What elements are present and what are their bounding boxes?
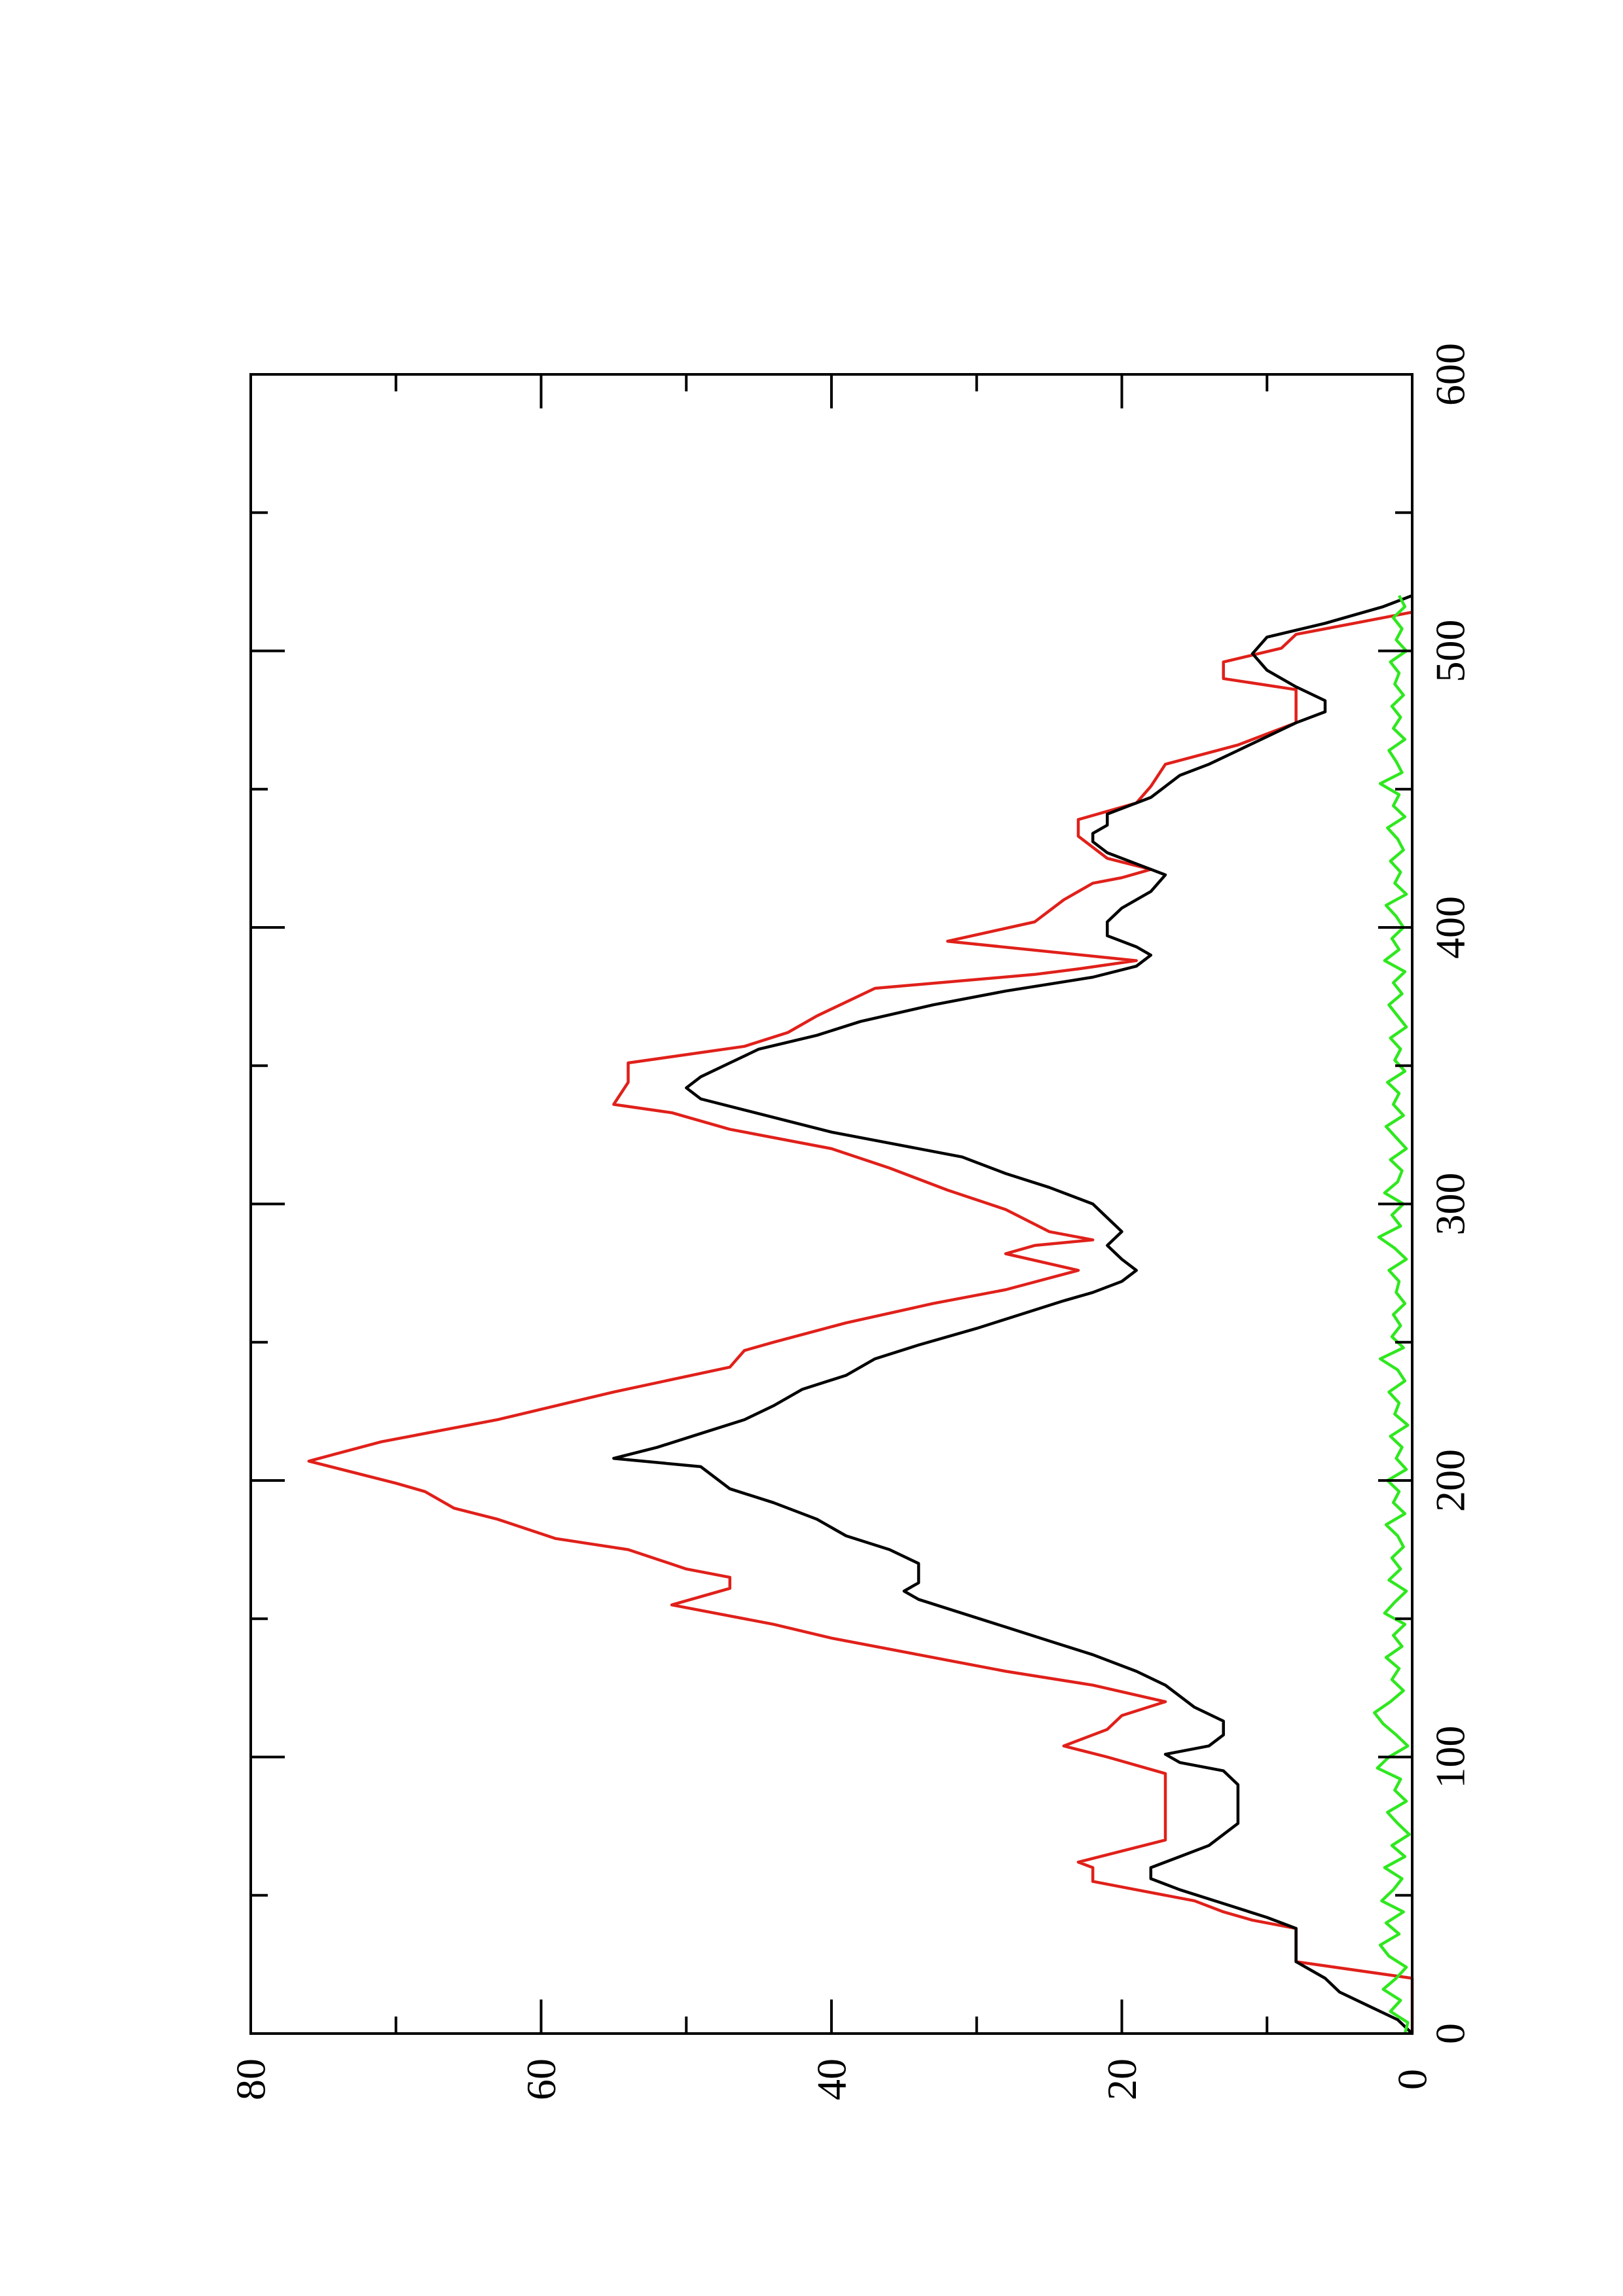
x-tick-label: 0 [1427, 2023, 1474, 2044]
axis-layer: 0 100 200 300 400 500 600 0 20 40 60 80 [228, 343, 1474, 2100]
series-line-1 [307, 611, 1414, 2034]
y-tick-label: 60 [518, 2058, 564, 2100]
x-tick-label: 500 [1427, 620, 1474, 683]
series-layer [307, 594, 1414, 2035]
x-tick-label: 100 [1427, 1726, 1474, 1789]
x-tick-label: 600 [1427, 343, 1474, 406]
series-line-3 [1373, 594, 1411, 2034]
y-tick-label: 20 [1099, 2058, 1145, 2100]
series-line-2 [612, 594, 1413, 2035]
y-tick-label: 40 [809, 2058, 855, 2100]
y-tick-label: 0 [1389, 2069, 1436, 2090]
x-tick-label: 400 [1427, 896, 1474, 959]
y-tick-label: 80 [228, 2058, 274, 2100]
x-tick-label: 300 [1427, 1173, 1474, 1236]
x-tick-label: 200 [1427, 1449, 1474, 1512]
